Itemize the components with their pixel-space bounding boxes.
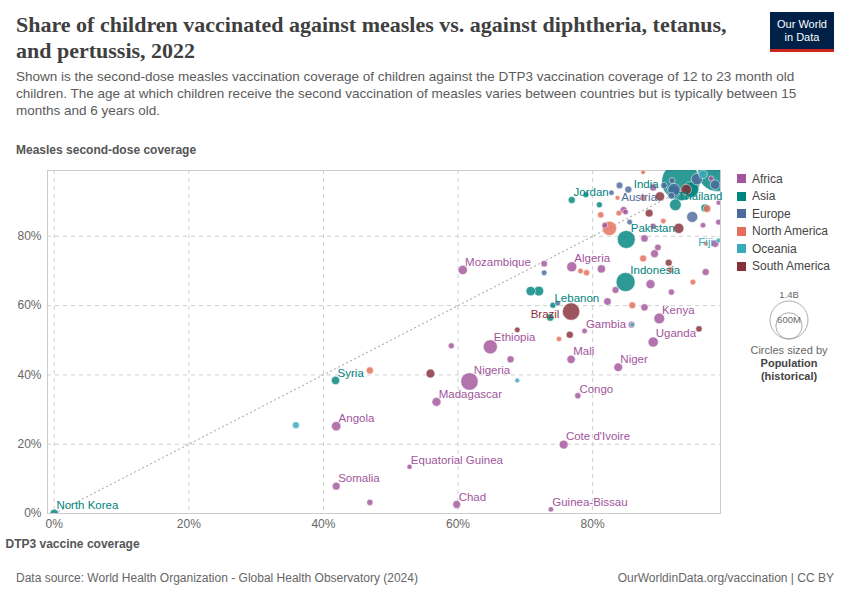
html-text:Africa: Africa xyxy=(752,171,783,186)
svg-text:40%: 40% xyxy=(17,368,41,382)
svg-text:Thailand: Thailand xyxy=(678,190,722,202)
svg-text:Pakistan: Pakistan xyxy=(631,222,675,234)
svg-text:60%: 60% xyxy=(446,517,470,531)
svg-text:20%: 20% xyxy=(17,437,41,451)
svg-text:Lebanon: Lebanon xyxy=(554,292,599,304)
html-text:Population (historical): Population (historical) xyxy=(760,357,818,382)
svg-text:1.4B: 1.4B xyxy=(779,289,799,300)
svg-text:Uganda: Uganda xyxy=(656,327,697,339)
html-text:Shown is the second-dose measl: Shown is the second-dose measles vaccina… xyxy=(16,69,797,118)
svg-text:Guinea-Bissau: Guinea-Bissau xyxy=(552,496,627,508)
svg-text:India: India xyxy=(634,178,660,190)
html-text:North America: North America xyxy=(752,224,828,239)
svg-text:Gambia: Gambia xyxy=(586,318,627,330)
svg-text:Syria: Syria xyxy=(338,367,365,379)
svg-text:0%: 0% xyxy=(46,517,64,531)
svg-text:Chad: Chad xyxy=(459,491,487,503)
svg-text:60%: 60% xyxy=(17,298,41,312)
svg-text:Ethiopia: Ethiopia xyxy=(494,331,536,343)
svg-text:Kenya: Kenya xyxy=(662,304,695,316)
html-text:Measles second-dose coverage: Measles second-dose coverage xyxy=(16,143,197,157)
svg-text:Somalia: Somalia xyxy=(338,472,380,484)
svg-text:Angola: Angola xyxy=(339,412,375,424)
svg-text:Niger: Niger xyxy=(620,353,648,365)
svg-text:DTP3 vaccine coverage: DTP3 vaccine coverage xyxy=(6,537,140,551)
html-text:Europe: Europe xyxy=(752,206,791,221)
html-text:Our World in Data: Our World in Data xyxy=(777,17,827,43)
svg-text:North Korea: North Korea xyxy=(56,499,119,511)
html-text:Data source: World Health Orga: Data source: World Health Organization -… xyxy=(16,571,418,585)
svg-text:Indonesia: Indonesia xyxy=(630,264,680,276)
svg-text:600M: 600M xyxy=(777,314,801,325)
html-text:Share of children vaccinated a: Share of children vaccinated against mea… xyxy=(16,12,727,63)
html-text:OurWorldinData.org/vaccination: OurWorldinData.org/vaccination | CC BY xyxy=(617,571,834,585)
svg-text:Nigeria: Nigeria xyxy=(474,364,511,376)
svg-text:Fiji: Fiji xyxy=(698,236,713,248)
svg-text:Austria: Austria xyxy=(621,191,657,203)
svg-text:Jordan: Jordan xyxy=(574,186,609,198)
html-text:South America: South America xyxy=(752,259,830,274)
svg-text:Madagascar: Madagascar xyxy=(439,388,502,400)
html-text:Oceania: Oceania xyxy=(752,241,797,256)
svg-text:40%: 40% xyxy=(311,517,335,531)
svg-text:Mali: Mali xyxy=(573,345,594,357)
svg-text:20%: 20% xyxy=(177,517,201,531)
svg-text:0%: 0% xyxy=(24,506,42,520)
svg-text:80%: 80% xyxy=(581,517,605,531)
svg-text:Congo: Congo xyxy=(579,383,613,395)
svg-text:Brazil: Brazil xyxy=(531,308,560,320)
svg-text:Cote d'Ivoire: Cote d'Ivoire xyxy=(566,430,630,442)
html-text:Asia: Asia xyxy=(752,189,776,204)
svg-text:Algeria: Algeria xyxy=(574,252,610,264)
svg-text:Mozambique: Mozambique xyxy=(465,256,531,268)
svg-text:80%: 80% xyxy=(17,229,41,243)
svg-text:Equatorial Guinea: Equatorial Guinea xyxy=(411,454,504,466)
html-text:Circles sized by: Circles sized by xyxy=(750,344,828,356)
